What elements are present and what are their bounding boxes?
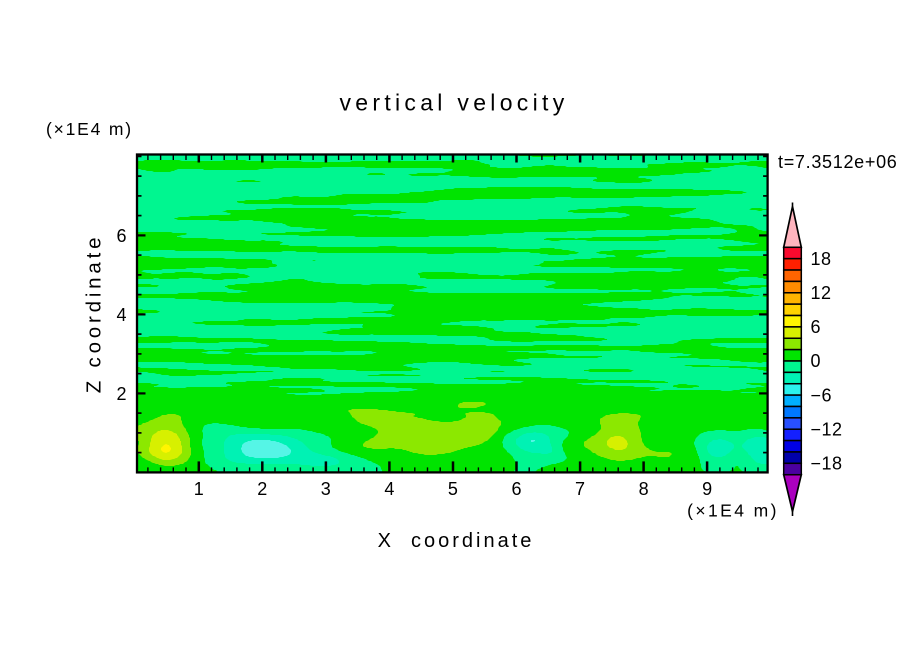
svg-text:6: 6 [811,317,822,337]
svg-text:t=7.3512e+06: t=7.3512e+06 [778,152,898,172]
svg-text:2: 2 [116,384,126,404]
svg-text:3: 3 [321,479,331,499]
svg-text:4: 4 [384,479,394,499]
svg-text:−6: −6 [811,385,833,405]
svg-text:9: 9 [702,479,712,499]
svg-text:vertical velocity: vertical velocity [339,90,568,116]
svg-text:0: 0 [811,351,822,371]
svg-text:X coordinate: X coordinate [378,530,535,552]
svg-text:6: 6 [511,479,521,499]
svg-text:Z coordinate: Z coordinate [83,234,106,394]
svg-text:5: 5 [448,479,458,499]
svg-text:−12: −12 [811,419,843,439]
svg-text:(×1E4 m): (×1E4 m) [46,119,133,139]
svg-text:4: 4 [116,305,126,325]
svg-text:−18: −18 [811,454,843,474]
svg-text:1: 1 [194,479,204,499]
svg-text:(×1E4 m): (×1E4 m) [687,501,779,521]
svg-text:12: 12 [811,283,832,303]
svg-text:6: 6 [116,226,126,246]
svg-text:18: 18 [811,249,832,269]
svg-text:2: 2 [257,479,267,499]
svg-text:8: 8 [639,479,649,499]
svg-text:7: 7 [575,479,585,499]
